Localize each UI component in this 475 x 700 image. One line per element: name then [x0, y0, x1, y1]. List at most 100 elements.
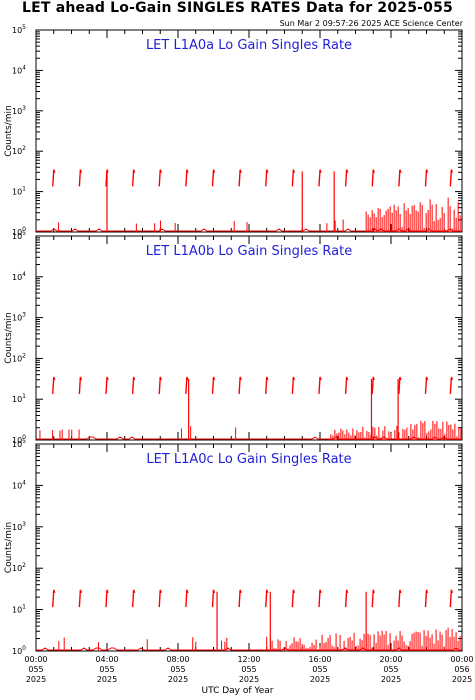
x-tick-label: 2025 — [452, 675, 472, 684]
periodic-spike — [344, 589, 349, 608]
series-baseline — [36, 647, 462, 651]
y-tick-label: 100 — [12, 434, 26, 445]
y-tick-label: 103 — [12, 105, 26, 116]
periodic-spike — [424, 376, 429, 394]
x-tick-label: 20:00 — [379, 655, 402, 664]
y-axis-label: Counts/min — [4, 312, 14, 363]
x-tick-label: 04:00 — [95, 655, 118, 664]
y-tick-label: 104 — [12, 271, 26, 282]
y-tick-exponent: 2 — [22, 562, 26, 569]
periodic-spike — [265, 376, 269, 394]
periodic-spike — [105, 589, 109, 608]
x-tick-label: 2025 — [26, 675, 46, 684]
y-tick-exponent: 5 — [22, 24, 26, 31]
x-tick-label: 00:00 — [24, 655, 47, 664]
periodic-spike — [449, 589, 454, 608]
panel-frame — [35, 443, 463, 652]
periodic-spike — [185, 169, 189, 187]
y-tick-exponent: 5 — [22, 230, 26, 237]
periodic-spike — [424, 169, 429, 187]
periodic-spike — [78, 589, 83, 608]
x-tick-label: 055 — [28, 665, 43, 674]
y-tick-exponent: 4 — [22, 271, 26, 278]
periodic-spike — [131, 589, 136, 608]
periodic-spike — [158, 169, 162, 187]
y-tick-exponent: 2 — [22, 145, 26, 152]
y-tick-exponent: 3 — [22, 521, 26, 528]
y-tick-exponent: 3 — [22, 105, 26, 112]
periodic-spike — [449, 169, 454, 187]
y-tick-exponent: 4 — [22, 479, 26, 486]
y-tick-exponent: 0 — [22, 645, 26, 652]
periodic-spike — [371, 589, 375, 608]
periodic-spike — [318, 589, 322, 608]
panel-title: LET L1A0a Lo Gain Singles Rate — [146, 38, 352, 53]
periodic-spike — [185, 589, 189, 608]
x-tick-label: 2025 — [239, 675, 259, 684]
periodic-spike — [185, 376, 189, 394]
y-tick-exponent: 1 — [22, 393, 26, 400]
x-tick-label: 2025 — [310, 675, 330, 684]
x-tick-label: 055 — [99, 665, 114, 674]
periodic-spike — [238, 376, 242, 394]
y-axis-label: Counts/min — [4, 522, 14, 573]
y-tick-exponent: 1 — [22, 186, 26, 193]
periodic-spike — [344, 376, 349, 394]
x-tick-label: 16:00 — [308, 655, 331, 664]
periodic-spike — [291, 589, 296, 608]
periodic-spike — [398, 169, 402, 187]
periodic-spike — [158, 589, 162, 608]
x-tick-label: 08:00 — [166, 655, 189, 664]
periodic-spike — [238, 169, 242, 187]
x-tick-label: 055 — [241, 665, 256, 674]
x-tick-label: 2025 — [97, 675, 117, 684]
y-tick-exponent: 0 — [22, 434, 26, 441]
y-tick-label: 100 — [12, 226, 26, 237]
y-tick-label: 102 — [12, 562, 26, 573]
y-tick-exponent: 2 — [22, 352, 26, 359]
periodic-spike — [398, 589, 402, 608]
periodic-spike — [211, 376, 216, 394]
x-tick-label: 2025 — [168, 675, 188, 684]
periodic-spike — [265, 589, 269, 608]
y-tick-exponent: 5 — [22, 438, 26, 445]
x-axis-label: UTC Day of Year — [201, 686, 274, 696]
y-tick-label: 102 — [12, 145, 26, 156]
periodic-spike — [131, 169, 136, 187]
periodic-spike — [78, 169, 83, 187]
chart-title: LET ahead Lo-Gain SINGLES RATES Data for… — [22, 0, 453, 16]
y-tick-label: 101 — [12, 186, 26, 197]
periodic-spike — [371, 169, 375, 187]
periodic-spike — [52, 169, 56, 187]
x-tick-label: 2025 — [381, 675, 401, 684]
x-tick-label: 056 — [454, 665, 469, 674]
periodic-spike — [105, 376, 109, 394]
periodic-spike — [371, 376, 375, 394]
x-tick-label: 055 — [312, 665, 327, 674]
y-tick-label: 101 — [12, 393, 26, 404]
panel-frame — [35, 29, 463, 233]
y-tick-exponent: 1 — [22, 604, 26, 611]
periodic-spike — [131, 376, 136, 394]
y-tick-exponent: 0 — [22, 226, 26, 233]
periodic-spike — [158, 376, 162, 394]
x-tick-label: 055 — [383, 665, 398, 674]
periodic-spike — [78, 376, 83, 394]
y-tick-label: 102 — [12, 352, 26, 363]
y-tick-label: 101 — [12, 604, 26, 615]
periodic-spike — [52, 589, 56, 608]
periodic-spike — [449, 376, 454, 394]
timestamp: Sun Mar 2 09:57:26 2025 ACE Science Cent… — [279, 19, 463, 28]
periodic-spike — [344, 169, 349, 187]
y-tick-label: 100 — [12, 645, 26, 656]
panel-title: LET L1A0b Lo Gain Singles Rate — [146, 244, 352, 259]
y-tick-label: 103 — [12, 312, 26, 323]
periodic-spike — [105, 169, 109, 187]
periodic-spike — [265, 169, 269, 187]
periodic-spike — [398, 376, 402, 394]
y-tick-exponent: 4 — [22, 64, 26, 71]
x-tick-label: 055 — [170, 665, 185, 674]
periodic-spike — [52, 376, 56, 394]
periodic-spike — [211, 589, 216, 608]
